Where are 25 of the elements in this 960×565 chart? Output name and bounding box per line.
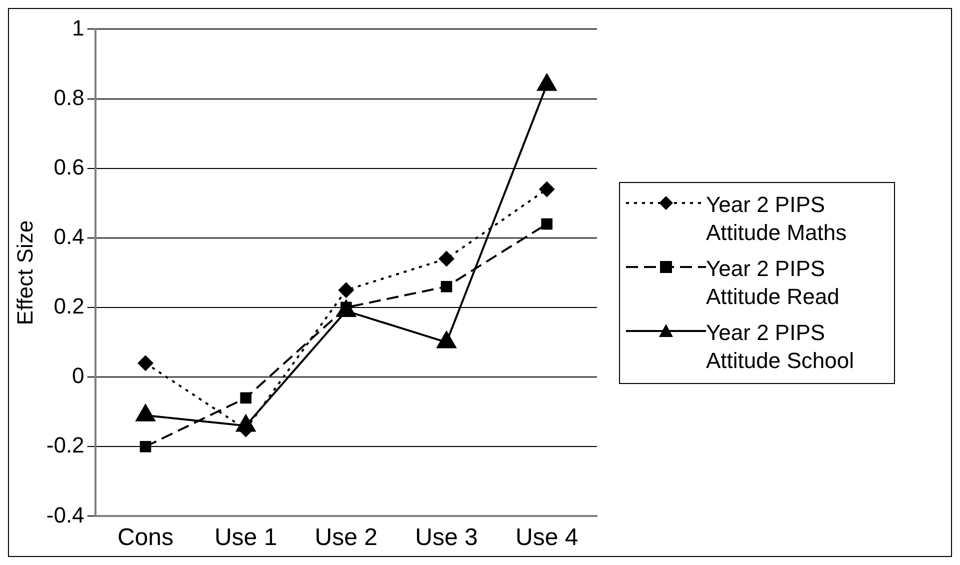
- x-tick-label: Use 2: [314, 524, 378, 551]
- y-tick-label: -0.4: [46, 502, 84, 527]
- legend-label: Year 2 PIPS Attitude Maths: [706, 190, 848, 246]
- y-tick-label: 0.6: [54, 154, 84, 179]
- y-tick-label: -0.2: [46, 432, 84, 458]
- x-tick-label: Use 3: [415, 524, 478, 551]
- point: [438, 250, 454, 266]
- point: [338, 282, 354, 298]
- y-tick-label: 0.2: [54, 293, 84, 318]
- x-tick-label: Cons: [117, 524, 174, 551]
- point: [137, 354, 154, 371]
- y-tick-label: 0.4: [54, 223, 84, 248]
- point: [541, 218, 552, 230]
- x-tick-label: Use 1: [214, 524, 278, 551]
- legend-label: Year 2 PIPS Attitude Read: [706, 254, 840, 310]
- y-tick-label: 1: [72, 14, 84, 40]
- y-tick-label: 0: [72, 362, 84, 388]
- point: [440, 280, 452, 292]
- point: [240, 392, 252, 404]
- y-axis-title: Effect Size: [12, 220, 38, 325]
- legend-label: Year 2 PIPS Attitude School: [706, 318, 855, 374]
- point: [538, 180, 555, 197]
- y-tick-label: 0.8: [54, 84, 84, 110]
- x-tick-label: Use 4: [515, 524, 578, 551]
- point: [140, 440, 152, 452]
